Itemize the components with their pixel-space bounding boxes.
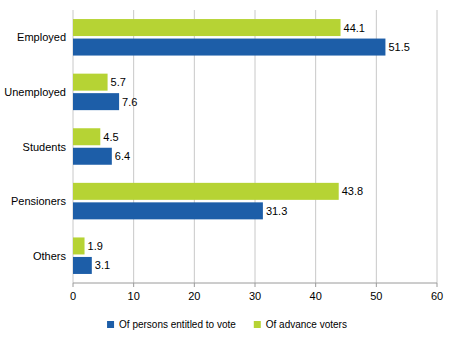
tick-mark: [437, 283, 438, 287]
tick-label: 0: [70, 290, 76, 302]
tick-label: 30: [249, 290, 261, 302]
legend-swatch: [254, 321, 261, 328]
data-label: 44.1: [344, 22, 365, 34]
tick-mark: [255, 283, 256, 287]
bar: [73, 183, 339, 200]
bars: [73, 19, 385, 274]
category-label: Students: [23, 141, 67, 153]
labels: 51.5 44.1 7.6 5.7 6.4 4.5 31.3 43.8 3.1 1.9: [88, 22, 410, 272]
legend-label: Of advance voters: [266, 319, 347, 330]
category-label: Pensioners: [11, 195, 67, 207]
tick-label: 60: [431, 290, 443, 302]
data-label: 7.6: [122, 96, 137, 108]
legend-label: Of persons entitled to vote: [119, 319, 236, 330]
bar: [73, 39, 385, 56]
bar: [73, 128, 100, 145]
tick-label: 10: [128, 290, 140, 302]
data-label: 1.9: [88, 240, 103, 252]
data-label: 4.5: [103, 131, 118, 143]
chart-svg: 0 10 20 30 40 50 60 51.5 44.1 7.6 5.7 6.4 4.5 31.3 43.…: [0, 0, 454, 340]
tick-mark: [73, 283, 74, 287]
tick-mark: [376, 283, 377, 287]
tick-mark: [194, 283, 195, 287]
tick-label: 40: [310, 290, 322, 302]
tick-label: 50: [370, 290, 382, 302]
legend-swatch: [107, 321, 114, 328]
category-label: Employed: [17, 31, 66, 43]
data-label: 43.8: [342, 185, 363, 197]
tick-label: 20: [188, 290, 200, 302]
grid-line: [437, 10, 438, 283]
data-label: 31.3: [266, 205, 287, 217]
legend: Of persons entitled to vote Of advance vo…: [107, 319, 347, 330]
bar: [73, 93, 119, 110]
tick-mark: [315, 283, 316, 287]
chart-root: 0 10 20 30 40 50 60 51.5 44.1 7.6 5.7 6.4 4.5 31.3 43.…: [0, 0, 454, 340]
data-label: 51.5: [388, 41, 409, 53]
bar: [73, 257, 92, 274]
bar: [73, 19, 341, 36]
grid: [73, 10, 437, 287]
bar: [73, 237, 85, 254]
category-label: Others: [33, 250, 67, 262]
data-label: 5.7: [111, 76, 126, 88]
tick-mark: [133, 283, 134, 287]
bar: [73, 148, 112, 165]
category-label: Unemployed: [4, 86, 66, 98]
data-label: 3.1: [95, 259, 110, 271]
x-axis-line: [73, 283, 437, 284]
bar: [73, 74, 108, 91]
data-label: 6.4: [115, 150, 130, 162]
bar: [73, 202, 263, 219]
